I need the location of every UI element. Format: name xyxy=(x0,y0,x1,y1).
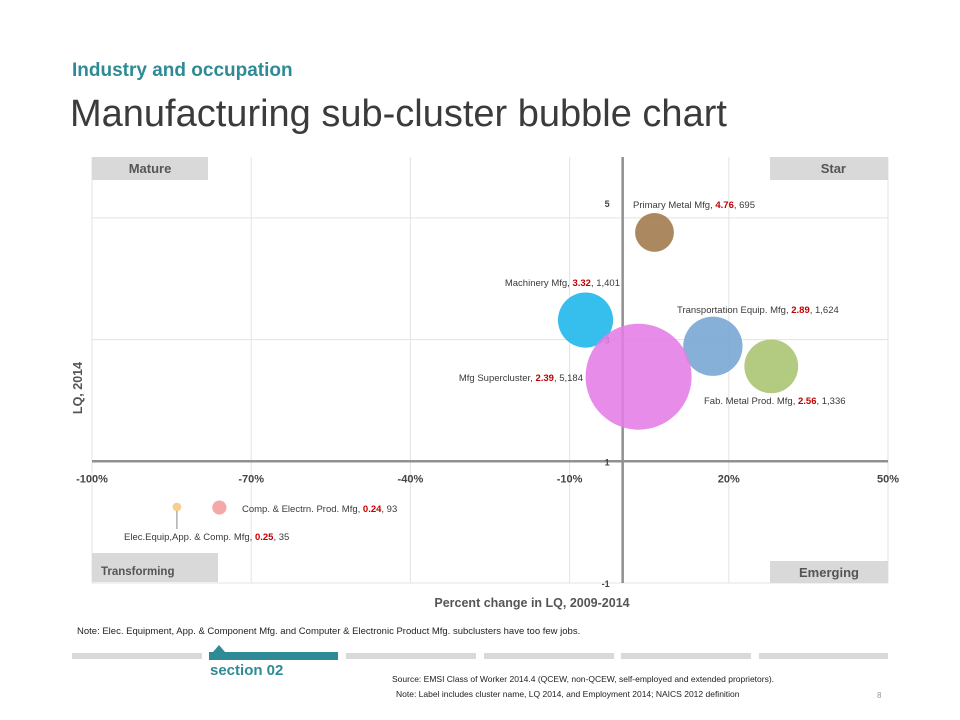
quadrant-label-bg xyxy=(92,157,208,180)
x-tick-label: -10% xyxy=(557,473,583,485)
bubble-label: Comp. & Electrn. Prod. Mfg, 0.24, 93 xyxy=(242,504,397,515)
bubble xyxy=(585,323,692,430)
bubble xyxy=(635,213,674,252)
x-tick-label: 20% xyxy=(718,473,740,485)
nav-segment-5[interactable] xyxy=(621,653,751,659)
quadrant-label-bg xyxy=(770,157,888,180)
y-tick-label: 1 xyxy=(605,457,610,467)
nav-segment-6[interactable] xyxy=(759,653,888,659)
quadrant-label: Transforming xyxy=(101,566,174,578)
bubble xyxy=(744,339,799,394)
nav-segment-2-active[interactable] xyxy=(209,652,338,660)
quadrant-label-bg xyxy=(92,553,218,582)
bubble-label: Primary Metal Mfg, 4.76, 695 xyxy=(633,200,755,211)
bubble xyxy=(683,316,743,376)
bubble-label: Fab. Metal Prod. Mfg, 2.56, 1,336 xyxy=(704,396,846,407)
quadrant-label: Star xyxy=(821,161,846,176)
quadrant-label-bg xyxy=(770,561,888,583)
bubble xyxy=(172,502,182,512)
y-tick-label: -1 xyxy=(602,579,610,589)
nav-pointer-icon xyxy=(213,645,225,652)
bubble xyxy=(557,292,614,348)
section-label: section 02 xyxy=(210,662,284,679)
label-note: Note: Label includes cluster name, LQ 20… xyxy=(396,689,740,699)
bubble xyxy=(212,500,227,515)
x-tick-label: -40% xyxy=(398,473,424,485)
bubble-label: Transportation Equip. Mfg, 2.89, 1,624 xyxy=(677,305,839,316)
x-tick-label: -100% xyxy=(76,473,108,485)
y-tick-label: 5 xyxy=(605,199,610,209)
quadrant-label: Mature xyxy=(129,161,172,176)
bubble-label: Mfg Supercluster, 2.39, 5,184 xyxy=(459,373,583,384)
quadrant-label: Emerging xyxy=(799,565,859,580)
bubble-label: Machinery Mfg, 3.32, 1,401 xyxy=(505,278,620,289)
bubble-label: Elec.Equip,App. & Comp. Mfg, 0.25, 35 xyxy=(124,532,289,543)
chart-footnote: Note: Elec. Equipment, App. & Component … xyxy=(77,626,581,637)
nav-segment-1[interactable] xyxy=(72,653,202,659)
nav-segment-4[interactable] xyxy=(484,653,614,659)
y-axis-title: LQ, 2014 xyxy=(71,362,85,414)
page-number: 8 xyxy=(877,691,882,700)
section-kicker: Industry and occupation xyxy=(72,60,293,81)
x-tick-label: -70% xyxy=(238,473,264,485)
x-axis-title: Percent change in LQ, 2009-2014 xyxy=(434,596,629,610)
page-title: Manufacturing sub-cluster bubble chart xyxy=(70,93,727,135)
nav-segment-3[interactable] xyxy=(346,653,476,659)
source-note: Source: EMSI Class of Worker 2014.4 (QCE… xyxy=(392,674,775,684)
x-tick-label: 50% xyxy=(877,473,899,485)
